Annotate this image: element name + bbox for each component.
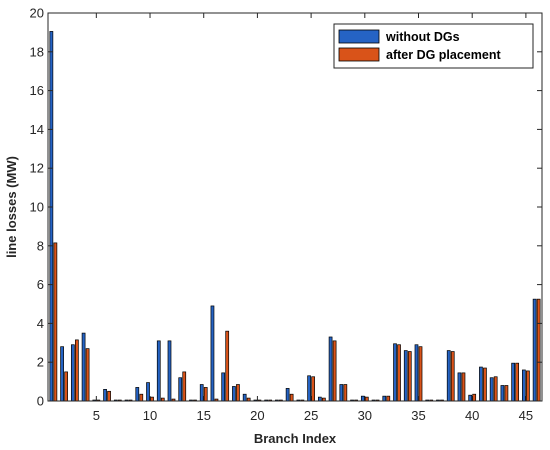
bar-after-dg-placement-branch-23: [289, 393, 294, 402]
bar-after-dg-placement-branch-27: [332, 340, 337, 402]
bar-without-dgs-branch-39: [457, 372, 462, 402]
x-tick-label: 25: [304, 408, 318, 423]
bar-without-dgs-branch-38: [446, 350, 451, 402]
bar-after-dg-placement-branch-2: [64, 371, 68, 402]
bar-after-dg-placement-branch-18: [236, 384, 240, 402]
x-tick-label: 35: [411, 408, 425, 423]
bar-after-dg-placement-branch-42: [493, 376, 498, 402]
bar-after-dg-placement-branch-6: [107, 390, 111, 402]
x-axis-label: Branch Index: [254, 431, 337, 446]
bar-without-dgs-branch-42: [489, 377, 494, 402]
bar-after-dg-placement-branch-39: [461, 372, 466, 402]
bar-without-dgs-branch-34: [403, 350, 408, 402]
y-tick-label: 10: [30, 200, 44, 215]
bar-without-dgs-branch-19: [242, 393, 247, 402]
x-tick-label: 15: [196, 408, 210, 423]
bar-after-dg-placement-branch-46: [536, 298, 541, 402]
bar-after-dg-placement-branch-34: [407, 351, 412, 402]
x-tick-label: 20: [250, 408, 264, 423]
bar-after-dg-placement-branch-4: [85, 348, 90, 402]
bar-without-dgs-branch-13: [178, 377, 183, 402]
bar-after-dg-placement-branch-41: [483, 367, 487, 402]
bar-without-dgs-branch-44: [511, 362, 516, 402]
y-tick-label: 18: [30, 44, 44, 59]
y-tick-label: 16: [30, 83, 44, 98]
bar-without-dgs-branch-28: [339, 384, 344, 402]
x-tick-label: 5: [93, 408, 100, 423]
x-tick-label: 40: [465, 408, 479, 423]
bar-after-dg-placement-branch-32: [386, 395, 391, 402]
bar-without-dgs-branch-3: [70, 344, 75, 402]
bar-after-dg-placement-branch-1: [53, 242, 58, 402]
bar-without-dgs-branch-41: [479, 366, 483, 402]
bar-without-dgs-branch-27: [328, 336, 333, 402]
bar-after-dg-placement-branch-9: [139, 393, 144, 402]
bar-without-dgs-branch-43: [500, 385, 505, 402]
legend-entry-without-dgs: without DGs: [385, 30, 460, 44]
y-axis-label: line losses (MW): [4, 156, 19, 258]
bar-without-dgs-branch-35: [414, 344, 419, 402]
bar-after-dg-placement-branch-28: [343, 384, 348, 402]
y-tick-label: 20: [30, 6, 44, 21]
legend-swatch-after-dg-placement: [338, 47, 380, 62]
bar-after-dg-placement-branch-43: [504, 385, 509, 402]
bar-without-dgs-branch-32: [382, 395, 387, 402]
bar-without-dgs-branch-45: [522, 369, 526, 402]
bar-without-dgs-branch-2: [60, 346, 64, 402]
legend-swatch-without-dgs: [338, 29, 380, 44]
bar-after-dg-placement-branch-30: [364, 396, 369, 402]
bar-after-dg-placement-branch-40: [472, 393, 477, 402]
bar-without-dgs-branch-33: [393, 343, 397, 402]
bar-after-dg-placement-branch-10: [150, 396, 154, 402]
bar-after-dg-placement-branch-3: [74, 339, 79, 402]
x-axis-ticks: 5 10 15 20 25 30 35 40 45: [93, 13, 533, 423]
bar-without-dgs-branch-16: [210, 305, 215, 402]
y-tick-label: 4: [37, 316, 44, 331]
bar-without-dgs-branch-40: [468, 394, 473, 402]
y-axis-ticks: 0 2 4 6 8 10 12 14 16 18 20: [30, 6, 542, 409]
bar-without-dgs-branch-11: [156, 340, 161, 402]
bar-without-dgs-branch-23: [285, 388, 290, 402]
bar-without-dgs-branch-12: [167, 340, 172, 402]
bar-after-dg-placement-branch-25: [311, 376, 315, 402]
y-tick-label: 8: [37, 238, 44, 253]
legend-entry-after-dg-placement: after DG placement: [386, 48, 501, 62]
bar-without-dgs-branch-30: [360, 395, 365, 402]
bar-without-dgs-branch-4: [81, 332, 86, 402]
bar-without-dgs-branch-6: [103, 389, 107, 402]
bar-after-dg-placement-branch-17: [225, 330, 230, 402]
bar-after-dg-placement-branch-38: [450, 351, 455, 402]
x-tick-label: 45: [519, 408, 533, 423]
bar-without-dgs-branch-10: [146, 382, 150, 402]
legend: without DGs after DG placement: [333, 23, 534, 69]
bar-after-dg-placement-branch-45: [526, 370, 530, 402]
bar-after-dg-placement-branch-33: [397, 344, 401, 402]
bar-without-dgs-branch-1: [49, 31, 54, 402]
bar-without-dgs-branch-25: [307, 375, 311, 402]
bar-without-dgs-branch-46: [532, 298, 537, 402]
x-tick-label: 10: [143, 408, 157, 423]
bar-after-dg-placement-branch-44: [515, 362, 520, 402]
bar-without-dgs-branch-18: [232, 386, 236, 402]
y-tick-label: 6: [37, 277, 44, 292]
bar-without-dgs-branch-15: [199, 384, 204, 402]
bar-without-dgs-branch-17: [221, 372, 226, 402]
y-tick-label: 0: [37, 394, 44, 409]
x-tick-label: 30: [358, 408, 372, 423]
bar-after-dg-placement-branch-15: [203, 387, 208, 402]
bar-after-dg-placement-branch-13: [182, 371, 187, 402]
bar-after-dg-placement-branch-35: [418, 346, 423, 402]
bar-without-dgs-branch-9: [135, 387, 140, 402]
y-tick-label: 14: [30, 122, 44, 137]
y-tick-label: 12: [30, 161, 44, 176]
bar-without-dgs-branch-26: [317, 396, 322, 402]
y-tick-label: 2: [37, 355, 44, 370]
